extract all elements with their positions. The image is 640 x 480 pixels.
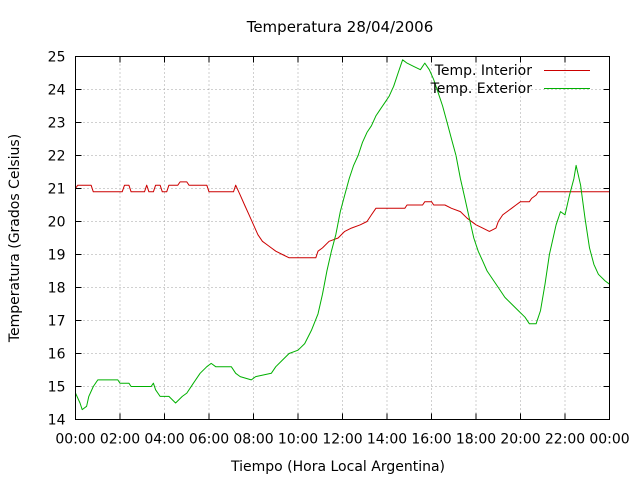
x-tick-label: 14:00	[367, 432, 407, 448]
grid	[75, 56, 610, 420]
x-tick-label: 22:00	[545, 432, 585, 448]
y-tick-label: 18	[48, 281, 66, 297]
y-tick-label: 20	[48, 215, 66, 231]
series-lines	[75, 59, 610, 411]
x-tick-label: 20:00	[500, 432, 540, 448]
y-tick-label: 24	[48, 83, 66, 99]
x-tick-label: 08:00	[233, 432, 273, 448]
y-tick-label: 15	[48, 380, 66, 396]
series-line-exterior	[75, 59, 610, 411]
y-tick-label: 16	[48, 347, 66, 363]
x-tick-label: 10:00	[278, 432, 318, 448]
x-tick-label: 00:00	[55, 432, 95, 448]
chart-title: Temperatura 28/04/2006	[246, 18, 434, 36]
x-tick-label: 04:00	[144, 432, 184, 448]
x-tick-label: 12:00	[322, 432, 362, 448]
y-tick-label: 22	[48, 149, 66, 165]
y-tick-label: 21	[48, 182, 66, 198]
axis-ticks: 00:00 02:00 04:00 06:00 08:00 10:00 12:00 14:00…	[48, 50, 630, 448]
legend-label-interior: Temp. Interior	[434, 63, 533, 79]
y-axis-title: Temperatura (Grados Celsius)	[7, 134, 23, 343]
y-tick-label: 19	[48, 248, 66, 264]
legend: Temp. Interior Temp. Exterior	[430, 63, 590, 97]
y-tick-label: 23	[48, 116, 66, 132]
x-axis-title: Tiempo (Hora Local Argentina)	[230, 459, 445, 475]
x-tick-label: 16:00	[411, 432, 451, 448]
x-tick-label: 18:00	[456, 432, 496, 448]
x-tick-label: 06:00	[189, 432, 229, 448]
legend-label-exterior: Temp. Exterior	[430, 81, 533, 97]
x-tick-label: 02:00	[100, 432, 140, 448]
y-tick-label: 17	[48, 314, 66, 330]
y-tick-label: 25	[48, 50, 66, 66]
series-line-interior	[75, 181, 610, 259]
x-tick-label: 00:00	[589, 432, 629, 448]
y-tick-label: 14	[48, 413, 66, 429]
